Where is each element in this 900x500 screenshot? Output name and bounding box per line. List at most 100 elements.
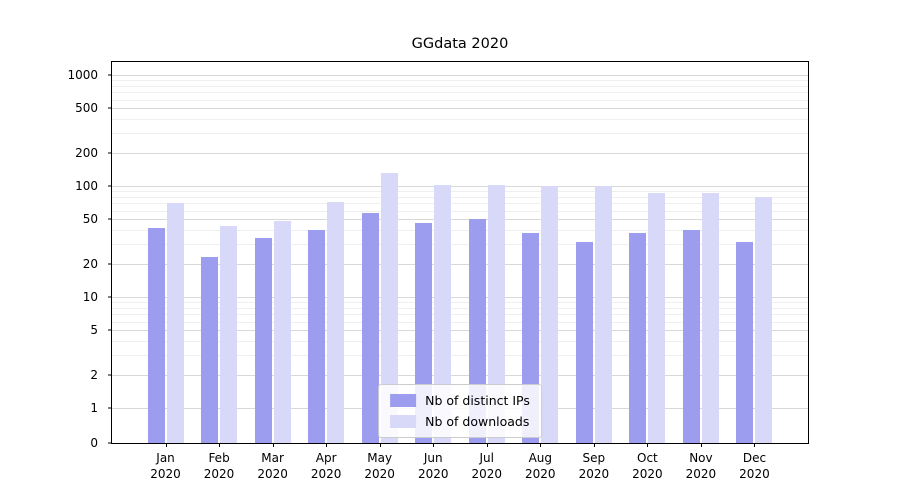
y-tick-label: 50 bbox=[82, 212, 98, 227]
bar-jun-downloads bbox=[434, 185, 452, 443]
y-tick-mark bbox=[108, 74, 112, 76]
legend-swatch-distinct-ips bbox=[390, 394, 417, 407]
gridline-minor bbox=[112, 210, 808, 212]
x-tick-label: May 2020 bbox=[364, 451, 395, 481]
legend-swatch-downloads bbox=[390, 415, 417, 428]
x-tick-mark bbox=[647, 443, 649, 447]
y-tick-mark bbox=[108, 407, 112, 409]
gridline-major bbox=[112, 186, 808, 187]
gridline-minor bbox=[112, 355, 808, 357]
bar-apr-ips bbox=[308, 230, 326, 443]
bar-aug-downloads bbox=[541, 186, 559, 443]
x-tick-label: Aug 2020 bbox=[525, 451, 556, 481]
y-tick-mark bbox=[108, 218, 112, 220]
bar-oct-ips bbox=[629, 232, 647, 443]
y-tick-mark bbox=[108, 296, 112, 298]
y-tick-label: 100 bbox=[75, 179, 98, 193]
gridline-minor bbox=[112, 196, 808, 198]
gridline-minor bbox=[112, 133, 808, 135]
x-tick-label: Jun 2020 bbox=[417, 451, 449, 481]
legend-label-distinct-ips: Nb of distinct IPs bbox=[425, 393, 530, 408]
x-tick-mark bbox=[540, 443, 542, 447]
x-tick-mark bbox=[272, 443, 274, 447]
bar-feb-downloads bbox=[220, 225, 238, 443]
gridline-minor bbox=[112, 341, 808, 343]
x-tick-mark bbox=[326, 443, 328, 447]
gridline-minor bbox=[112, 191, 808, 193]
x-tick-label: Jul 2020 bbox=[471, 451, 503, 481]
y-tick-mark bbox=[108, 329, 112, 331]
gridline-minor bbox=[112, 244, 808, 246]
y-tick-label: 2 bbox=[90, 367, 98, 382]
y-tick-mark bbox=[108, 263, 112, 265]
y-tick-label: 200 bbox=[75, 145, 98, 160]
bar-apr-downloads bbox=[327, 201, 345, 443]
gridline-minor bbox=[112, 80, 808, 82]
x-tick-label: Jan 2020 bbox=[150, 451, 181, 481]
bar-may-ips bbox=[361, 213, 379, 443]
x-tick-mark bbox=[433, 443, 435, 447]
y-axis: 0 1 2 5 10 20 50 100 200 500 1000 bbox=[0, 62, 112, 450]
x-tick-label: Apr 2020 bbox=[310, 451, 342, 481]
y-tick-label: 1 bbox=[90, 401, 98, 415]
gridline-minor bbox=[112, 321, 808, 323]
bar-jul-downloads bbox=[487, 185, 505, 443]
y-tick-label: 10 bbox=[82, 290, 98, 304]
bar-mar-downloads bbox=[273, 221, 291, 443]
gridline-minor bbox=[112, 302, 808, 304]
y-tick-mark bbox=[108, 152, 112, 154]
legend-label-downloads: Nb of downloads bbox=[425, 414, 530, 429]
gridline-major bbox=[112, 108, 808, 110]
legend-item-downloads: Nb of downloads bbox=[390, 414, 530, 429]
y-tick-label: 500 bbox=[75, 101, 98, 116]
bar-sep-ips bbox=[575, 242, 593, 443]
chart-title: GGdata 2020 bbox=[411, 36, 509, 52]
gridline-major bbox=[112, 330, 808, 332]
y-tick-label: 0 bbox=[90, 436, 98, 450]
y-tick-mark bbox=[108, 185, 112, 187]
y-tick-label: 20 bbox=[82, 256, 98, 271]
y-tick-label: 5 bbox=[90, 323, 98, 338]
x-tick-mark bbox=[754, 443, 756, 447]
y-tick-label: 1000 bbox=[67, 68, 98, 82]
x-tick-label: Sep 2020 bbox=[578, 451, 610, 481]
bar-oct-downloads bbox=[648, 192, 666, 443]
gridline-major bbox=[112, 219, 808, 221]
gridline-minor bbox=[112, 92, 808, 94]
legend: Nb of distinct IPs Nb of downloads bbox=[378, 384, 542, 438]
bar-nov-downloads bbox=[701, 192, 719, 443]
gridline-minor bbox=[112, 314, 808, 316]
x-tick-mark bbox=[593, 443, 595, 447]
legend-item-distinct-ips: Nb of distinct IPs bbox=[390, 393, 530, 408]
gridline-minor bbox=[112, 85, 808, 87]
bar-mar-ips bbox=[254, 238, 272, 443]
gridline-minor bbox=[112, 203, 808, 205]
plot-area: Nb of distinct IPs Nb of downloads bbox=[112, 62, 808, 443]
x-tick-mark bbox=[219, 443, 221, 447]
gridline-major bbox=[112, 297, 808, 298]
bar-nov-ips bbox=[682, 230, 700, 443]
x-tick-mark bbox=[486, 443, 488, 447]
x-tick-mark bbox=[379, 443, 381, 447]
bar-jan-ips bbox=[147, 227, 165, 443]
y-tick-mark bbox=[108, 374, 112, 376]
x-tick-label: Nov 2020 bbox=[685, 451, 717, 481]
bar-feb-ips bbox=[201, 256, 219, 443]
gridline-minor bbox=[112, 230, 808, 232]
gridline-minor bbox=[112, 307, 808, 309]
x-tick-label: Oct 2020 bbox=[632, 451, 663, 481]
x-axis: Jan 2020 Feb 2020 Mar 2020 Apr 2020 May 2020 Jun 20… bbox=[112, 443, 808, 493]
gridline-major bbox=[112, 75, 808, 76]
x-tick-label: Feb 2020 bbox=[203, 451, 235, 481]
y-tick-mark bbox=[108, 107, 112, 109]
x-tick-mark bbox=[165, 443, 167, 447]
bar-sep-downloads bbox=[594, 186, 612, 443]
gridline-major bbox=[112, 152, 808, 154]
bar-dec-ips bbox=[736, 242, 754, 443]
gridline-minor bbox=[112, 99, 808, 101]
x-tick-mark bbox=[700, 443, 702, 447]
bar-dec-downloads bbox=[755, 196, 773, 443]
bar-jan-downloads bbox=[166, 203, 184, 443]
gridline-major bbox=[112, 374, 808, 376]
